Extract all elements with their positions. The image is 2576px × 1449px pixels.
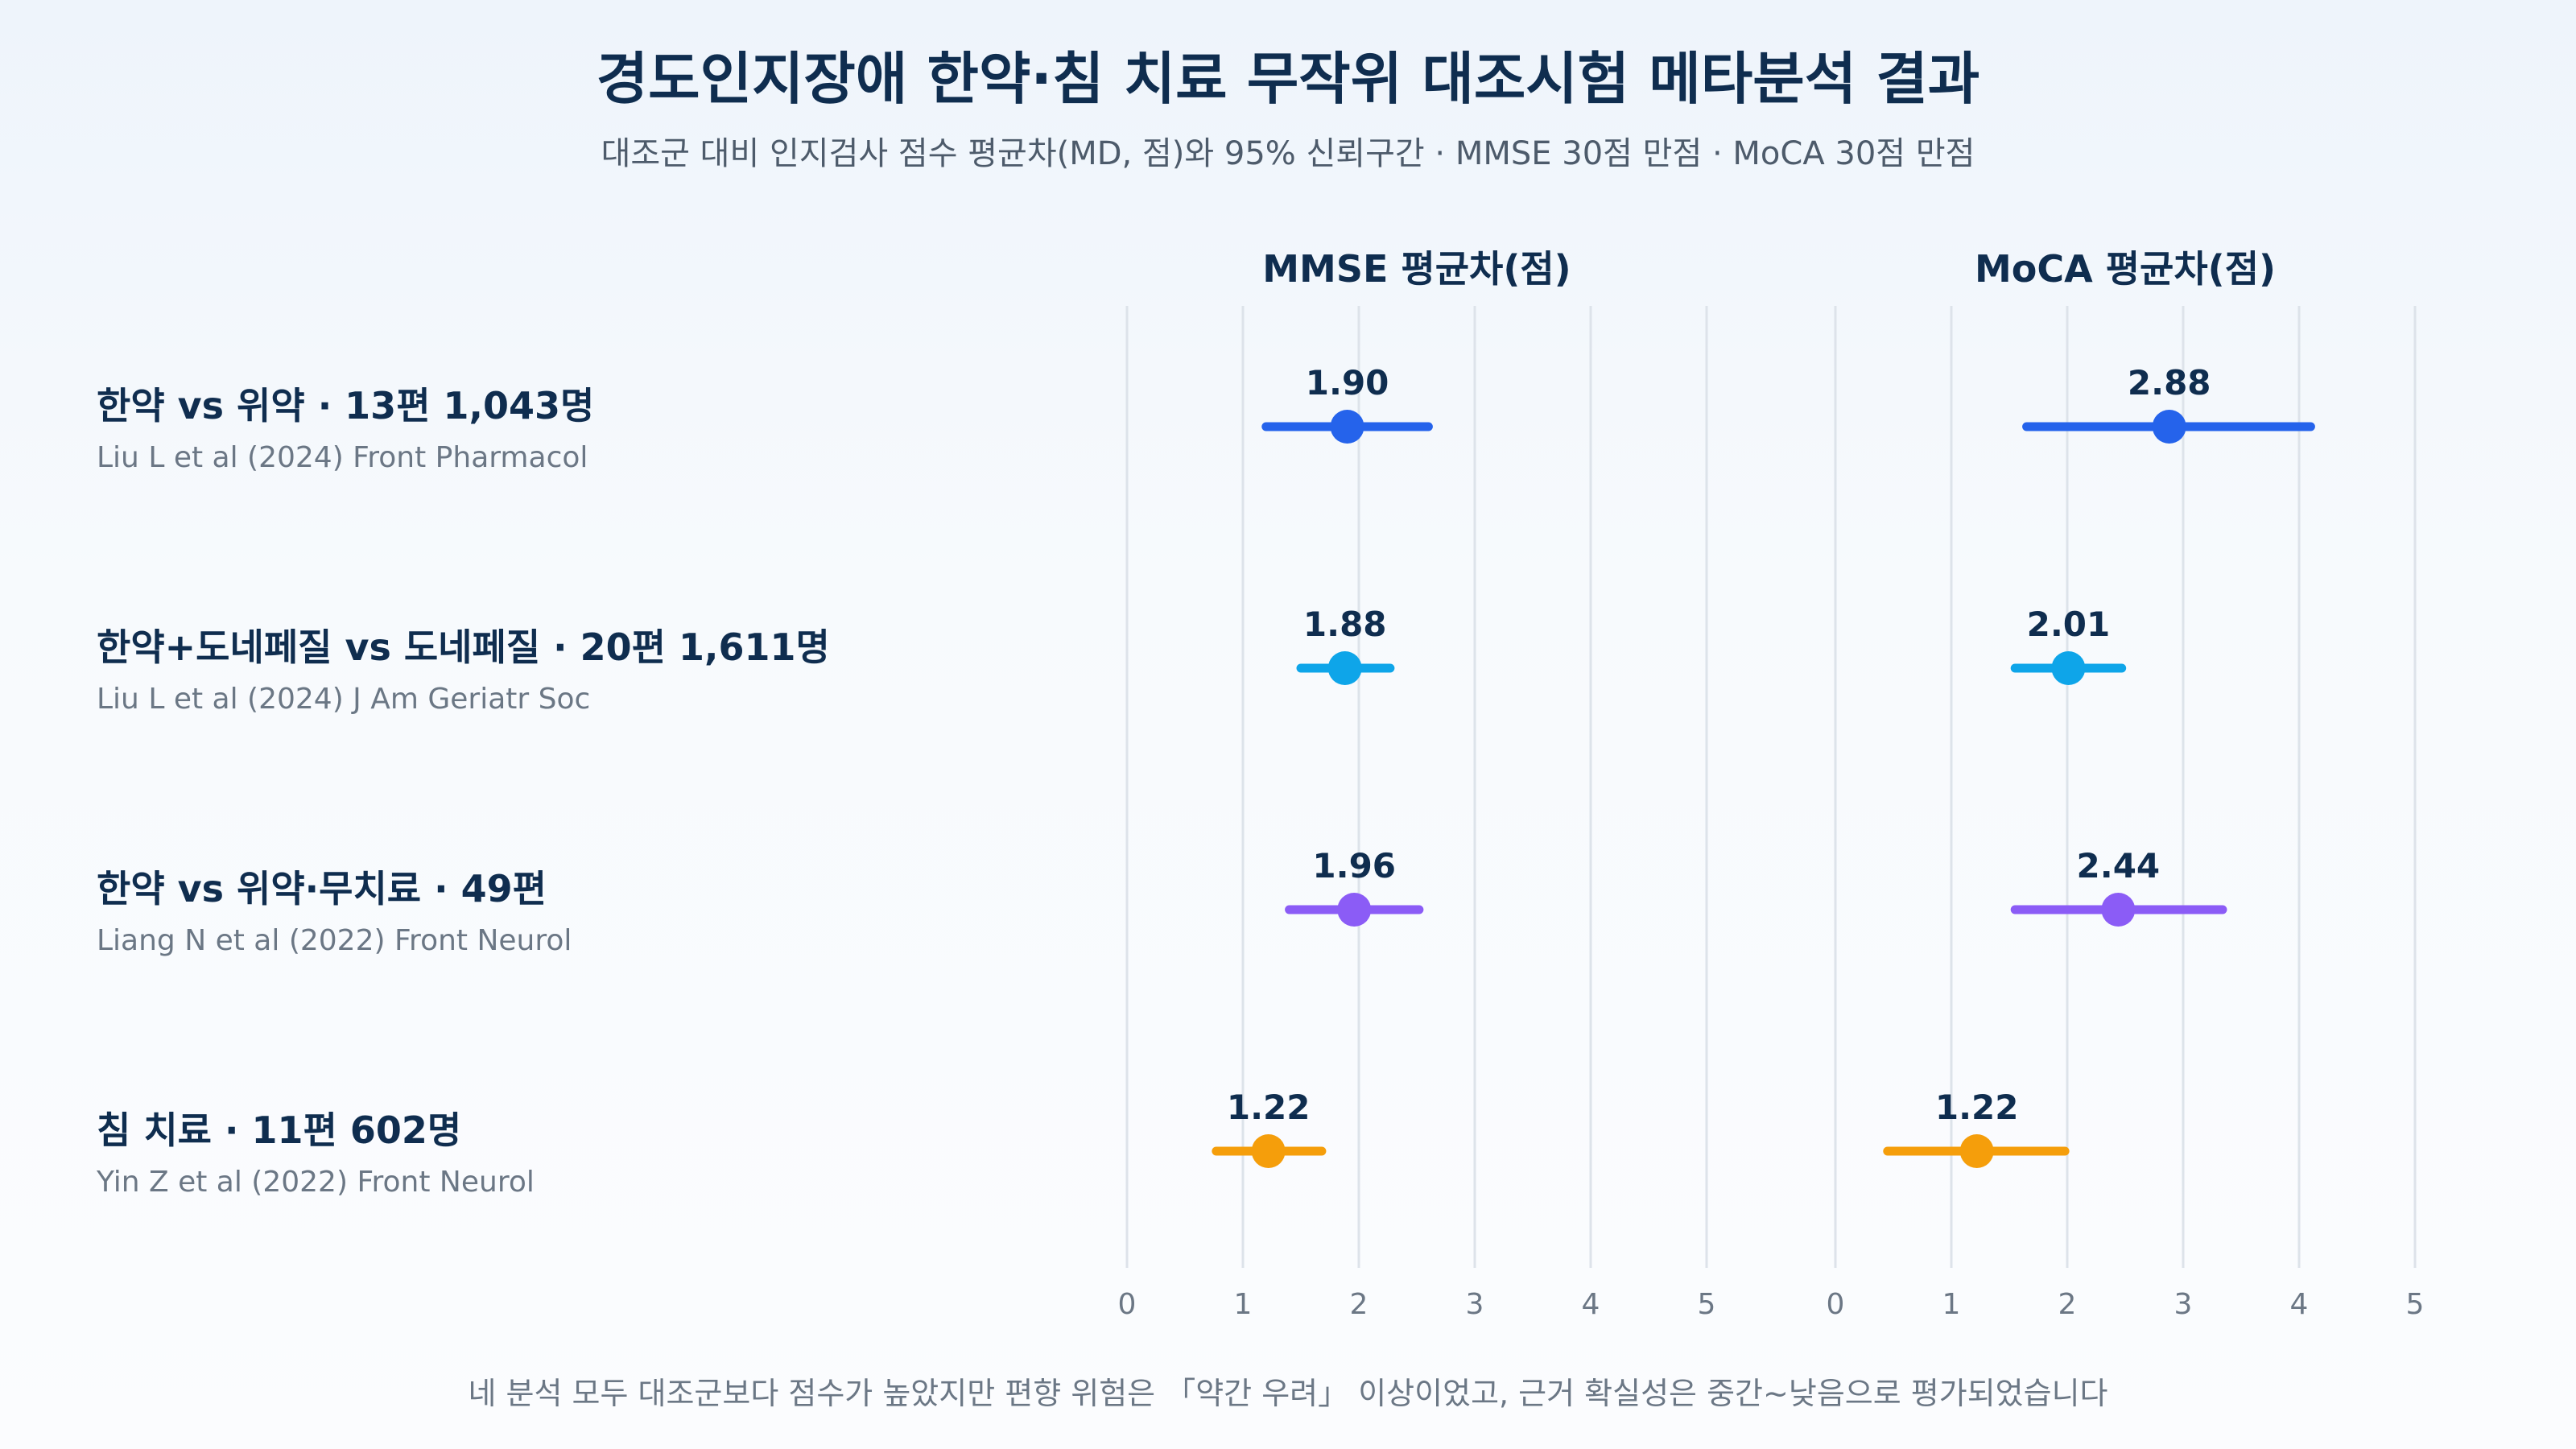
chart-subtitle: 대조군 대비 인지검사 점수 평균차(MD, 점)와 95% 신뢰구간 · MM… bbox=[601, 135, 1975, 172]
tick-label: 1 bbox=[1942, 1288, 1961, 1321]
point-estimate bbox=[2101, 893, 2136, 927]
row-citation: Yin Z et al (2022) Front Neurol bbox=[97, 1166, 535, 1199]
footnote: 네 분석 모두 대조군보다 점수가 높았지만 편향 위험은 「약간 우려」 이상… bbox=[468, 1376, 2108, 1411]
tick-label: 4 bbox=[2290, 1288, 2309, 1321]
tick-label: 5 bbox=[1698, 1288, 1716, 1321]
data-label: 2.44 bbox=[2077, 846, 2161, 886]
point-estimate bbox=[1327, 651, 1362, 685]
panel-title: MMSE 평균차(점) bbox=[1262, 247, 1571, 291]
point-estimate bbox=[2051, 651, 2086, 685]
data-label: 1.88 bbox=[1303, 605, 1387, 644]
panel-title: MoCA 평균차(점) bbox=[1975, 247, 2276, 291]
tick-label: 2 bbox=[2058, 1288, 2077, 1321]
point-estimate bbox=[1330, 410, 1364, 444]
row-title: 한약+도네페질 vs 도네페질 · 20편 1,611명 bbox=[97, 625, 830, 669]
row-citation: Liu L et al (2024) J Am Geriatr Soc bbox=[97, 683, 591, 716]
row-label-1: 한약 vs 위약 · 13편 1,043명 Liu L et al (2024)… bbox=[97, 377, 594, 474]
row-title: 침 치료 · 11편 602명 bbox=[97, 1108, 462, 1152]
tick-label: 4 bbox=[1582, 1288, 1600, 1321]
point-estimate bbox=[2152, 410, 2186, 444]
point-estimate bbox=[1337, 893, 1372, 927]
data-label: 1.96 bbox=[1312, 846, 1396, 886]
row-title: 한약 vs 위약·무치료 · 49편 bbox=[97, 867, 547, 910]
row-label-4: 침 치료 · 11편 602명 Yin Z et al (2022) Front… bbox=[97, 1101, 535, 1199]
data-label: 1.90 bbox=[1306, 363, 1389, 402]
data-label: 2.01 bbox=[2027, 605, 2111, 644]
tick-label: 2 bbox=[1350, 1288, 1368, 1321]
tick-label: 5 bbox=[2406, 1288, 2425, 1321]
data-label: 1.22 bbox=[1227, 1088, 1311, 1127]
row-label-2: 한약+도네페질 vs 도네페질 · 20편 1,611명 Liu L et al… bbox=[97, 618, 830, 716]
tick-label: 0 bbox=[1118, 1288, 1137, 1321]
data-label: 2.88 bbox=[2128, 363, 2211, 402]
tick-label: 3 bbox=[2174, 1288, 2193, 1321]
data-label: 1.22 bbox=[1935, 1088, 2019, 1127]
point-estimate bbox=[1959, 1134, 1994, 1168]
row-citation: Liang N et al (2022) Front Neurol bbox=[97, 924, 572, 957]
row-label-3: 한약 vs 위약·무치료 · 49편 Liang N et al (2022) … bbox=[97, 860, 572, 957]
point-estimate bbox=[1251, 1134, 1286, 1168]
tick-label: 0 bbox=[1827, 1288, 1845, 1321]
row-citation: Liu L et al (2024) Front Pharmacol bbox=[97, 441, 588, 474]
row-title: 한약 vs 위약 · 13편 1,043명 bbox=[97, 384, 595, 427]
chart-title: 경도인지장애 한약·침 치료 무작위 대조시험 메타분석 결과 bbox=[596, 46, 1980, 112]
tick-label: 3 bbox=[1466, 1288, 1484, 1321]
tick-label: 1 bbox=[1234, 1288, 1253, 1321]
